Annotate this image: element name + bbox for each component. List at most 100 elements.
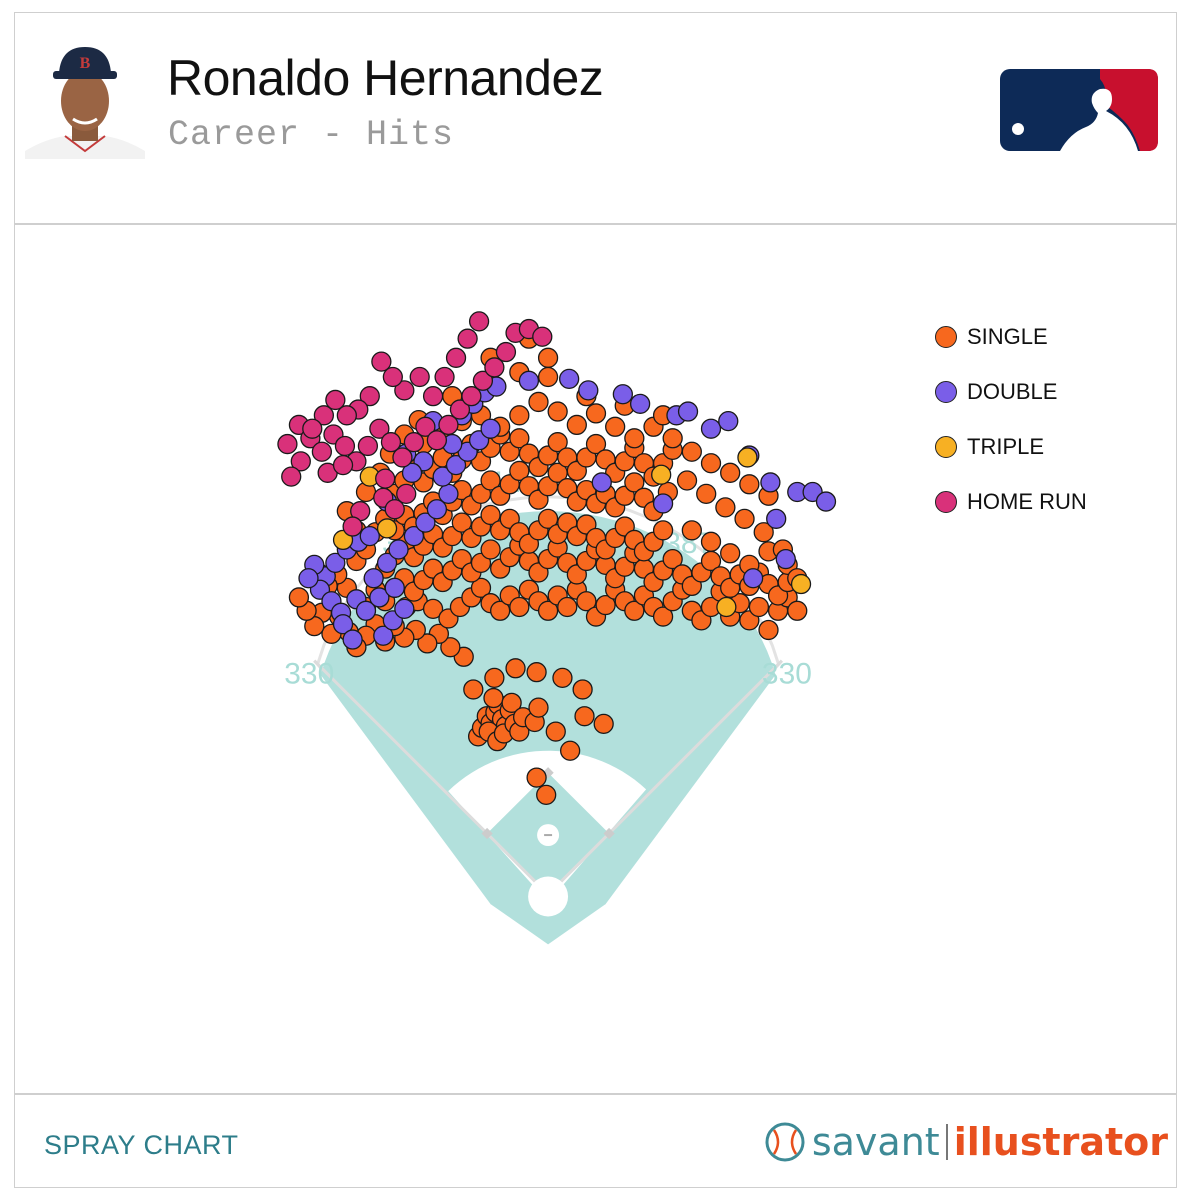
legend-swatch-home-run <box>935 490 957 513</box>
hit-point-single <box>552 667 573 688</box>
hit-point-single <box>440 637 461 658</box>
hit-point-single <box>700 453 722 474</box>
hit-point-single <box>624 600 645 621</box>
hit-point-single <box>537 600 559 621</box>
hit-point-double <box>700 418 722 439</box>
hit-point-single <box>509 596 530 618</box>
hit-point-single <box>593 713 614 735</box>
hit-point-double <box>775 548 796 570</box>
hit-point-single <box>624 428 645 449</box>
hit-point-single <box>715 497 736 518</box>
hit-point-home-run <box>277 433 298 455</box>
third-base <box>481 827 493 840</box>
hit-point-home-run <box>359 386 380 407</box>
svg-text:B: B <box>80 55 91 72</box>
hit-point-home-run <box>484 357 505 378</box>
hit-point-single <box>652 606 674 627</box>
hit-point-single <box>490 600 511 621</box>
hit-point-single <box>536 784 557 805</box>
hit-point-home-run <box>472 370 494 391</box>
hit-point-single <box>417 633 438 654</box>
player-headshot: B <box>25 47 145 159</box>
brand-savant-text: savant <box>811 1120 940 1164</box>
hit-point-single <box>480 539 501 560</box>
hit-point-home-run <box>313 405 335 426</box>
legend-label-home-run: HOME RUN <box>967 488 1087 514</box>
hit-point-single <box>662 428 683 449</box>
hit-point-single <box>566 414 587 436</box>
hit-point-single <box>748 596 770 618</box>
legend-label-double: DOUBLE <box>967 378 1058 404</box>
left-foul-line <box>313 659 550 896</box>
hit-point-home-run <box>290 451 311 472</box>
hit-point-double <box>415 512 436 533</box>
mlb-logo <box>1000 69 1158 151</box>
hit-point-home-run <box>369 418 390 439</box>
hit-point-home-run <box>434 366 455 388</box>
hit-point-single <box>509 405 530 426</box>
hit-point-single <box>526 767 547 788</box>
hit-point-triple <box>651 464 672 485</box>
hit-point-single <box>585 403 607 424</box>
hit-point-home-run <box>325 389 346 411</box>
hit-point-triple <box>716 596 737 618</box>
brand-illustrator-text: illustrator <box>953 1120 1168 1164</box>
hit-point-double <box>298 568 319 589</box>
hit-point-single <box>537 347 559 368</box>
hit-point-double <box>591 472 612 493</box>
hit-point-single <box>576 591 597 612</box>
hit-point-single <box>470 577 492 598</box>
legend-item-triple: TRIPLE <box>935 419 1087 474</box>
hit-point-single <box>720 462 741 483</box>
hit-point-single <box>463 679 484 700</box>
hit-point-single <box>605 416 626 437</box>
hit-point-single <box>787 600 808 621</box>
hit-point-double <box>426 499 448 520</box>
hit-point-double <box>332 614 354 635</box>
legend-swatch-double <box>935 380 957 403</box>
hit-point-single <box>483 687 504 709</box>
hit-point-single <box>547 401 568 422</box>
hit-point-single <box>681 441 702 462</box>
hit-point-single <box>537 366 559 388</box>
hit-point-home-run <box>302 418 323 439</box>
hit-point-double <box>401 462 423 483</box>
hit-point-single <box>700 531 722 552</box>
hit-point-double <box>652 493 674 514</box>
legend-item-single: SINGLE <box>935 309 1087 364</box>
hit-point-home-run <box>336 405 357 426</box>
baseball-icon <box>765 1122 805 1162</box>
hit-point-home-run <box>357 435 379 457</box>
hit-point-double <box>612 384 633 405</box>
hit-point-double <box>388 539 409 560</box>
hit-point-home-run <box>415 416 436 437</box>
legend-label-triple: TRIPLE <box>967 433 1045 459</box>
hit-point-single <box>560 740 581 761</box>
hit-point-single <box>753 522 774 543</box>
hit-point-single <box>681 520 702 541</box>
hit-point-home-run <box>382 366 403 388</box>
hit-point-double <box>325 552 346 573</box>
hit-point-single <box>288 587 310 608</box>
hit-point-home-run <box>342 516 363 537</box>
player-name: Ronaldo Hernandez <box>167 50 604 106</box>
hit-point-double <box>445 454 467 476</box>
hit-point-home-run <box>438 414 459 436</box>
hit-point-home-run <box>281 466 302 487</box>
hit-point-single <box>585 433 607 455</box>
hit-point-single <box>624 472 645 493</box>
hit-point-single <box>480 504 501 526</box>
legend-swatch-single <box>935 325 957 348</box>
hit-point-home-run <box>396 483 417 505</box>
brand-separator <box>945 1124 948 1160</box>
hit-point-single <box>480 470 501 491</box>
first-base <box>603 827 615 840</box>
hit-point-home-run <box>461 386 482 407</box>
chart-legend: SINGLE DOUBLE TRIPLE HOME RUN <box>935 309 1087 529</box>
hit-point-single <box>652 520 674 541</box>
hit-point-home-run <box>403 432 425 453</box>
spray-chart-card: B Ronaldo Hernandez Career - Hits 330 387… <box>14 12 1177 1188</box>
hit-point-double <box>677 401 699 422</box>
fence-label-right-line: 330 <box>762 658 812 691</box>
chart-subtitle: Career - Hits <box>168 115 455 155</box>
